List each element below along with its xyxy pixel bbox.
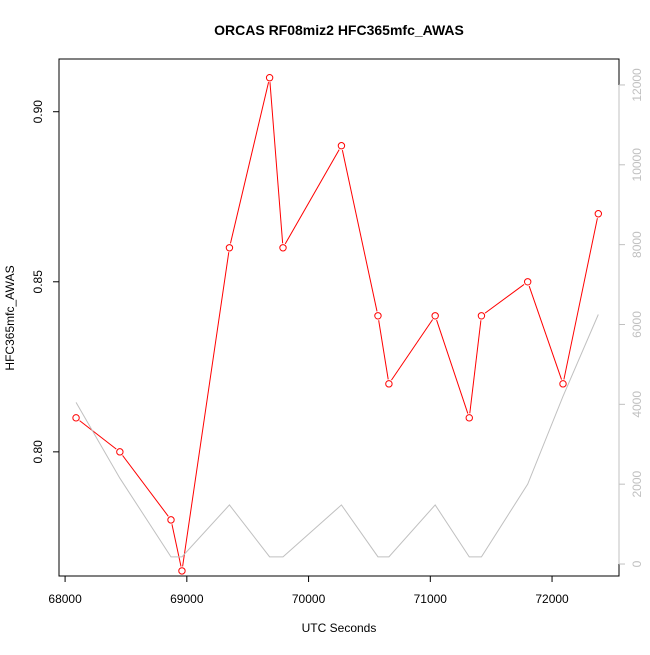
series-layer xyxy=(72,74,603,575)
data-point xyxy=(465,414,473,422)
series-segment xyxy=(122,455,169,517)
x-tick-label: 69000 xyxy=(170,592,204,606)
series-segment xyxy=(171,524,182,567)
x-axis-label: UTC Seconds xyxy=(302,621,377,635)
data-point xyxy=(72,414,80,422)
data-point xyxy=(523,278,532,286)
x-tick-label: 70000 xyxy=(292,592,326,606)
y-axis-right: 0 2000 4000 6000 8000 10000 12000 xyxy=(618,68,644,567)
series-segment xyxy=(436,319,469,414)
series-line-right xyxy=(75,314,599,558)
series-segment xyxy=(378,320,389,380)
series-segment xyxy=(79,420,117,450)
y2-tick-label: 8000 xyxy=(630,231,644,258)
series-segment xyxy=(469,320,482,414)
x-tick-label: 72000 xyxy=(535,592,569,606)
y-axis-left: 0.80 0.85 0.90 xyxy=(31,100,59,464)
series-segment xyxy=(269,82,284,244)
data-point xyxy=(431,312,439,320)
data-point xyxy=(225,244,234,252)
x-axis: 68000 69000 70000 71000 72000 xyxy=(48,575,569,606)
data-point xyxy=(116,448,124,456)
data-point xyxy=(374,312,382,320)
series-segment xyxy=(284,149,340,245)
data-point xyxy=(337,142,346,150)
y2-tick-label: 4000 xyxy=(630,391,644,418)
series-segment xyxy=(528,285,563,380)
data-point xyxy=(279,244,287,252)
series-segment xyxy=(563,218,598,380)
series-segment xyxy=(182,252,230,567)
data-point xyxy=(265,74,274,82)
y2-tick-label: 0 xyxy=(630,560,644,567)
x-tick-label: 71000 xyxy=(414,592,448,606)
data-point xyxy=(167,516,175,524)
y-tick-label: 0.85 xyxy=(31,270,45,294)
data-point xyxy=(594,210,603,218)
series-segment xyxy=(229,81,270,244)
y2-tick-label: 6000 xyxy=(630,311,644,338)
series-segment xyxy=(341,150,378,312)
y2-tick-label: 12000 xyxy=(630,68,644,102)
data-point xyxy=(477,312,486,320)
chart-title: ORCAS RF08miz2 HFC365mfc_AWAS xyxy=(214,22,464,38)
y-axis-label: HFC365mfc_AWAS xyxy=(3,265,17,370)
plot-frame xyxy=(58,58,620,577)
series-segment xyxy=(391,319,434,381)
y2-tick-label: 2000 xyxy=(630,471,644,498)
data-point xyxy=(559,380,567,388)
data-point xyxy=(385,380,393,388)
data-point xyxy=(178,567,186,575)
y-tick-label: 0.80 xyxy=(31,440,45,464)
y2-tick-label: 10000 xyxy=(630,148,644,182)
y-tick-label: 0.90 xyxy=(31,100,45,124)
x-tick-label: 68000 xyxy=(48,592,82,606)
series-segment xyxy=(484,284,525,314)
